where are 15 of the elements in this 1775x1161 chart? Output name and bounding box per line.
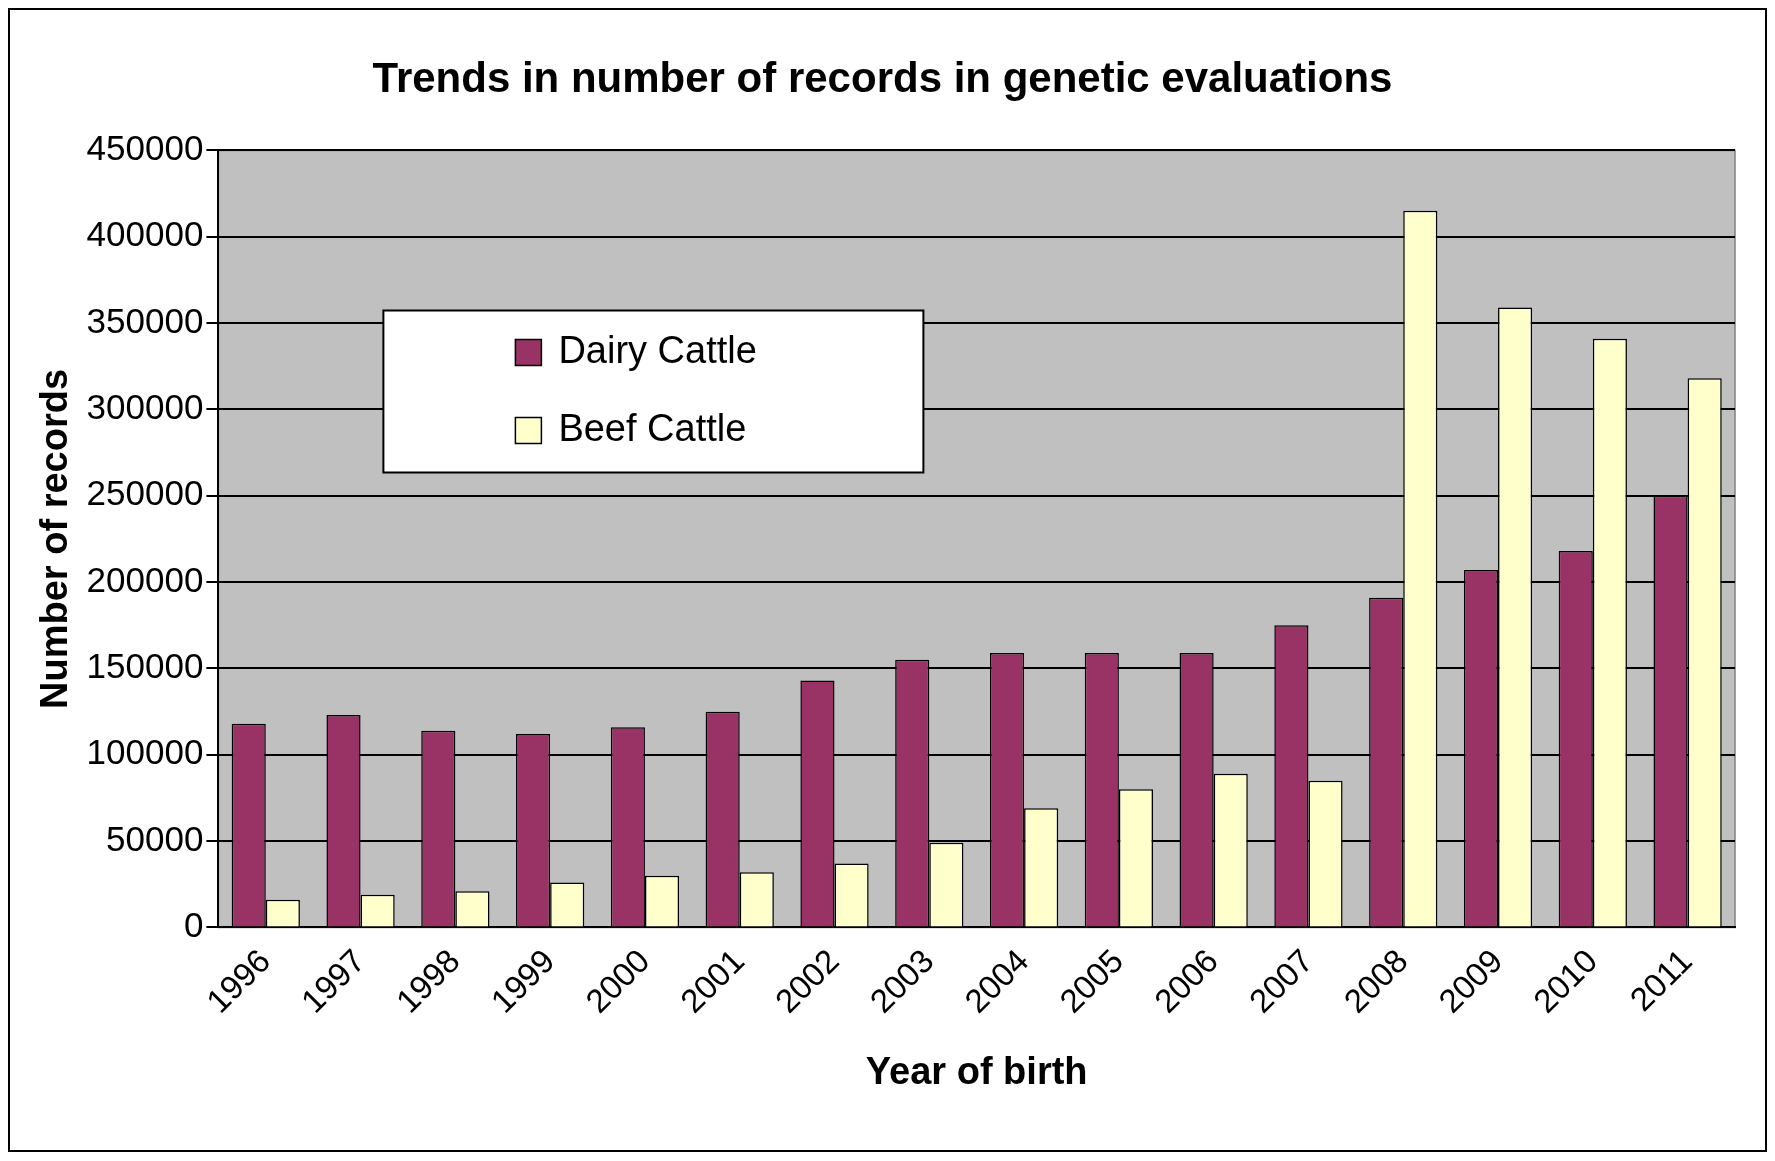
legend-label: Beef Cattle	[558, 406, 747, 449]
y-axis-title: Number of records	[33, 368, 76, 709]
chart-title: Trends in number of records in genetic evaluations	[372, 53, 1393, 101]
y-tick-label: 50000	[106, 818, 204, 858]
y-tick-label: 0	[183, 905, 204, 945]
y-tick-label: 450000	[86, 128, 204, 168]
y-tick-label: 400000	[86, 214, 204, 254]
y-tick-label: 100000	[86, 732, 204, 772]
y-tick-label: 200000	[86, 559, 204, 599]
y-tick-label: 150000	[86, 646, 204, 686]
legend-label: Dairy Cattle	[558, 328, 757, 371]
y-tick-label: 300000	[86, 387, 204, 427]
y-tick-label: 350000	[86, 300, 204, 340]
x-axis-title: Year of birth	[865, 1049, 1088, 1092]
y-tick-label: 250000	[86, 473, 204, 513]
